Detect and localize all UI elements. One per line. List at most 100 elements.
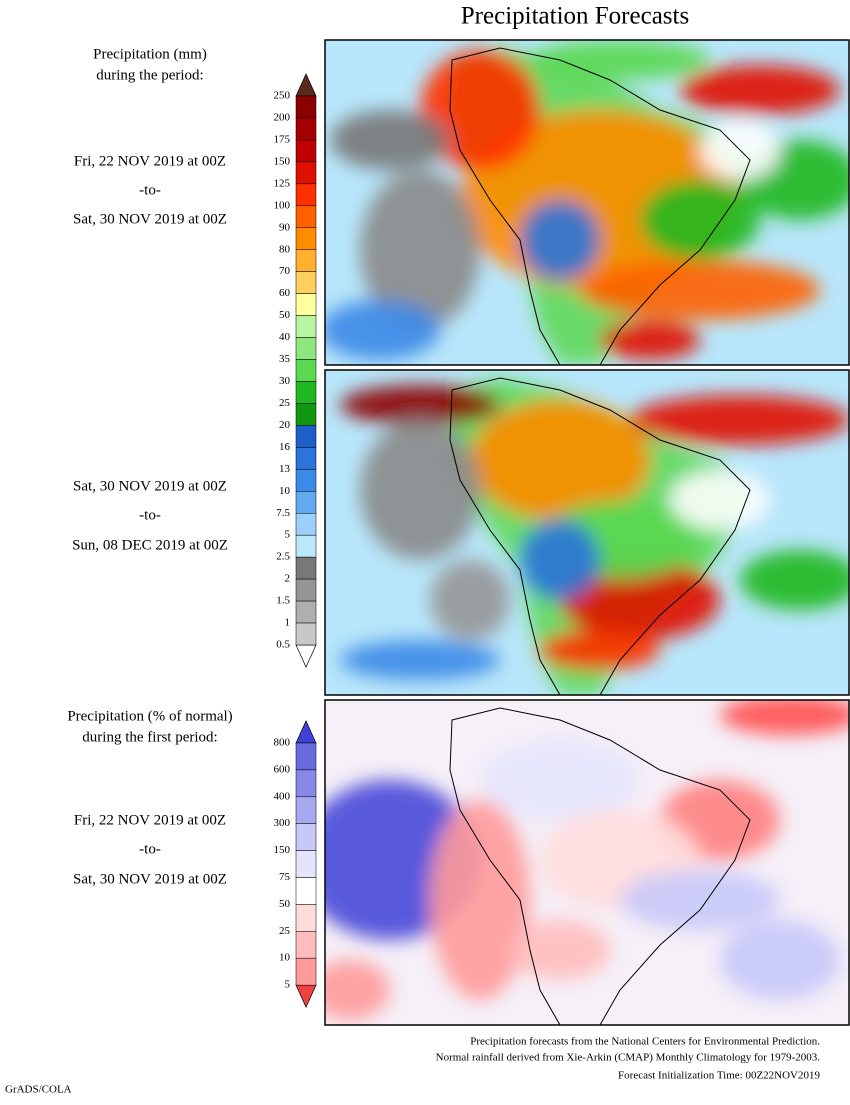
colorbar-box [295,600,317,624]
colorbar-label: 300 [274,817,291,829]
label-text: Sat, 30 NOV 2019 at 00Z [73,871,227,887]
colorbar-box [295,95,317,119]
colorbar-label: 50 [279,309,291,321]
coastline [449,47,751,365]
colorbar-label: 150 [274,155,291,167]
colorbar-box [295,117,317,141]
field-blob [580,260,820,320]
colorbar-label: 20 [279,419,291,431]
field-blob [680,65,840,115]
label-text: -to- [139,507,161,523]
colorbar-label: 16 [279,441,291,453]
field-blob [360,170,480,330]
colorbar-box [295,904,317,932]
colorbar-box [295,249,317,272]
colorbar-label: 600 [274,763,291,775]
footer-note: Normal rainfall derived from Xie-Arkin (… [436,1052,821,1064]
field-blob [520,200,600,280]
label-text: -to- [139,841,161,857]
label-text: Fri, 22 NOV 2019 at 00Z [74,153,226,169]
colorbar-box [295,293,317,316]
footer-note: Forecast Initialization Time: 00Z22NOV20… [618,1070,820,1082]
field-blob [520,520,600,600]
colorbar-arrow [295,984,317,1008]
colorbar-box [295,139,317,163]
field-blob [330,110,450,170]
colorbar-box [295,161,317,185]
field-blob [720,700,849,735]
colorbar-label: 30 [279,375,291,387]
map-panel [325,40,849,365]
colorbar-label: 400 [274,790,291,802]
map-field [325,40,849,365]
footer-note: Precipitation forecasts from the Nationa… [470,1036,820,1048]
colorbar-label: 1 [285,617,291,629]
page-title: Precipitation Forecasts [461,3,689,30]
field-blob [480,740,640,820]
colorbar-box [295,850,317,878]
colorbar-box [295,447,317,470]
colorbar-label: 200 [274,111,291,123]
field-blob [325,300,440,360]
colorbar-label: 10 [279,952,291,964]
field-blob [640,180,760,260]
field-blob [430,800,530,1000]
colorbar-box [295,877,317,905]
colorbar-box [295,578,317,602]
field-blob [600,320,700,360]
colorbar-arrow [295,720,317,744]
label-text: during the period: [96,67,203,83]
field-blob [470,400,650,520]
colorbar-label: 90 [279,221,291,233]
colorbar-label: 70 [279,265,291,277]
colorbar-label: 2.5 [276,551,290,563]
field-blob [510,920,610,980]
map-field [325,700,849,1020]
map-field [340,378,849,695]
colorbar-label: 80 [279,243,291,255]
label-text: Precipitation (mm) [93,46,207,62]
colorbar-box [295,359,317,382]
colorbar-label: 5 [285,529,291,541]
colorbar-box [295,337,317,360]
field-blob [720,920,840,1000]
field-blob [325,960,390,1020]
colorbar-box [295,823,317,851]
label-text: Sat, 30 NOV 2019 at 00Z [73,478,227,494]
colorbar-box [295,425,317,448]
field-blob [670,470,770,530]
map-frame [324,369,850,696]
colorbar-label: 5 [285,979,291,991]
colorbar-label: 800 [274,737,291,749]
field-blob [430,560,510,640]
map-panel [325,700,849,1025]
map-frame [324,39,850,366]
coastline [449,377,751,695]
texts: Precipitation (mm) during the period: Fri,… [5,46,821,1095]
label-text: -to- [139,182,161,198]
colorbar-box [295,534,317,558]
colorbar-box [295,556,317,580]
coastline [449,707,751,1025]
label-text: during the first period: [82,729,217,745]
colorbar-label: 25 [279,925,291,937]
colorbar-label: 75 [279,871,291,883]
label-text: Sun, 08 DEC 2019 at 00Z [72,537,228,553]
colorbar-box [295,742,317,771]
map-panel [325,370,849,695]
map-frame [324,699,850,1026]
colorbar-label: 250 [274,90,291,102]
field-blob [340,385,500,425]
colorbar-box [295,931,317,959]
field-blob [740,550,849,610]
colorbar-label: 150 [274,844,291,856]
colorbar-box [295,622,317,646]
colorbar-box [295,271,317,294]
colorbar-box [295,315,317,338]
colorbar-box [295,769,317,798]
colorbar-box [295,403,317,426]
colorbar-box [295,183,317,207]
field-blob [540,630,660,670]
colorbar-label: 13 [279,463,291,475]
